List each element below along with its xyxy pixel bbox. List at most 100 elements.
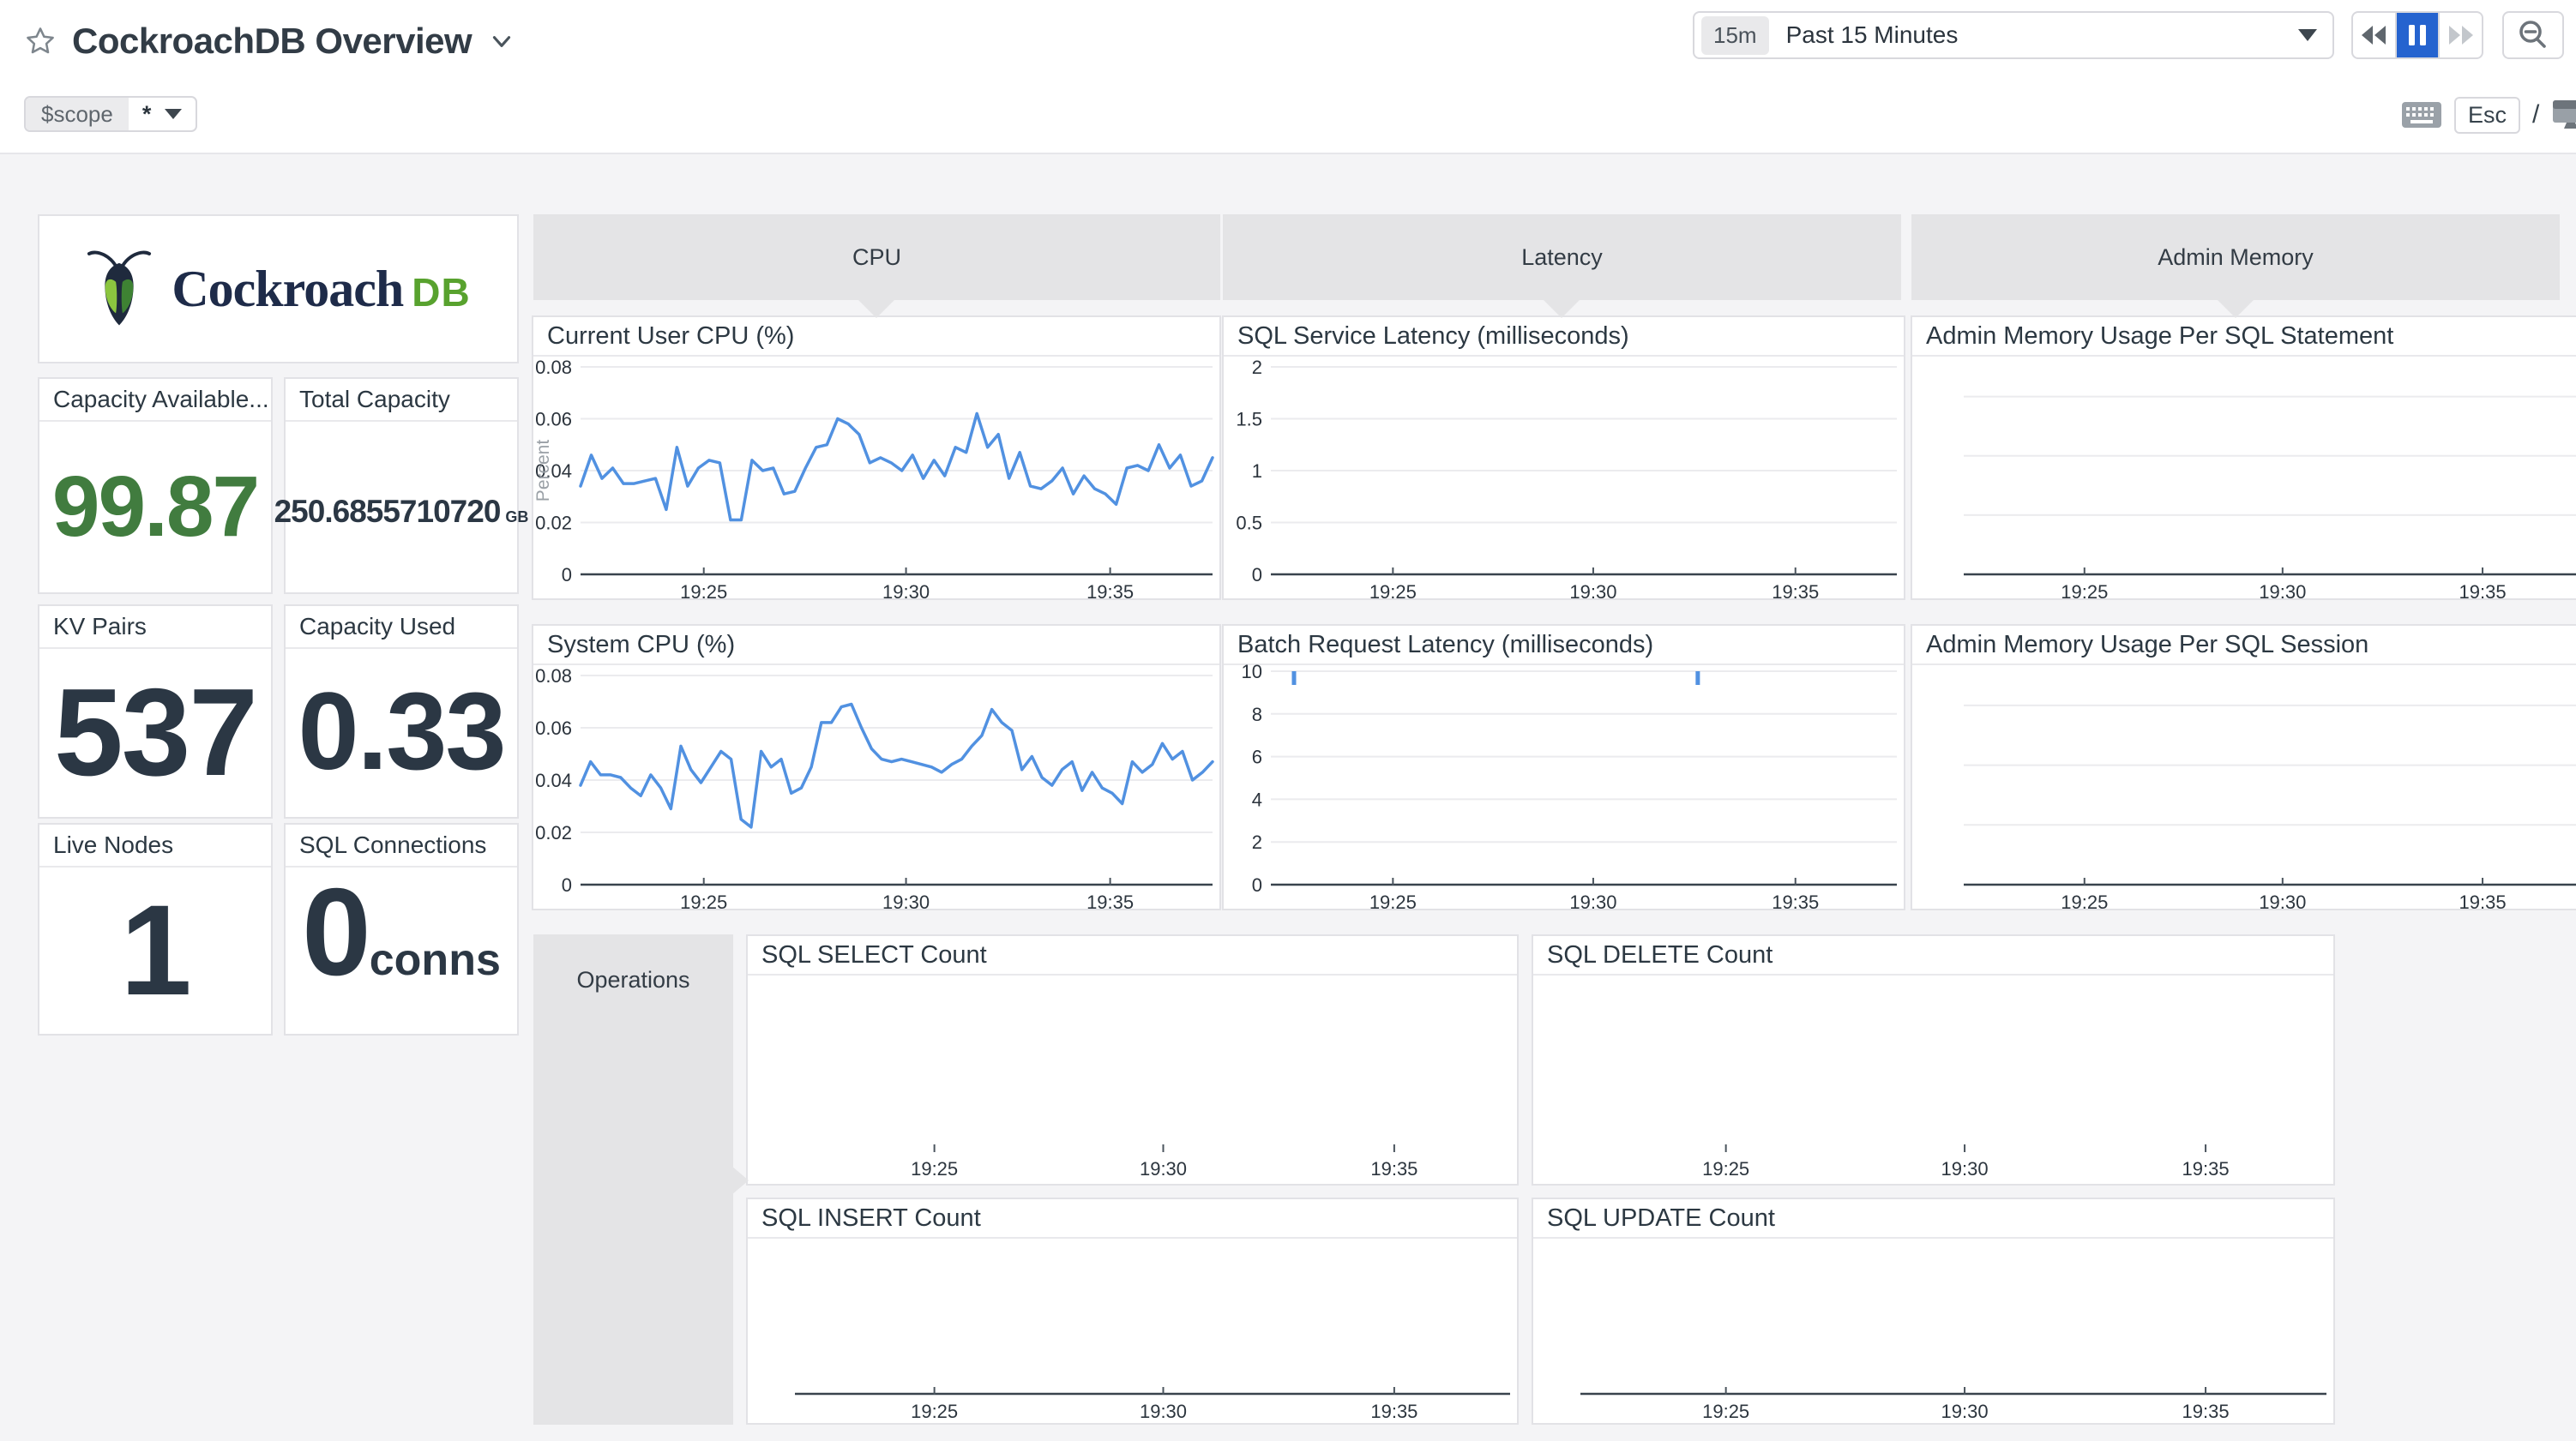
svg-text:2: 2 [1252,357,1262,378]
stat-card-capacity-used: Capacity Used 0.33 [284,604,519,819]
pause-button[interactable] [2396,13,2441,57]
stat-unit: GB [505,508,529,525]
svg-text:19:35: 19:35 [2459,581,2507,598]
chart-plot-sql-service-latency[interactable]: 2 1.5 1 0.5 0 19:25 19:30 19:35 [1224,355,1904,603]
chart-plot-admin-memory-statement[interactable]: 19:25 19:30 19:35 [1912,355,2576,603]
chart-title: SQL SELECT Count [748,936,1517,976]
scope-filter[interactable]: $scope * [24,96,198,132]
svg-text:19:25: 19:25 [680,892,727,909]
svg-text:0.02: 0.02 [535,513,572,534]
svg-text:19:30: 19:30 [1569,581,1616,598]
dropdown-caret-icon [2298,29,2317,41]
chart-card-batch-request-latency: Batch Request Latency (milliseconds) 10 8… [1222,624,1905,913]
playback-controls [2351,11,2483,59]
svg-text:4: 4 [1252,789,1262,810]
svg-text:19:30: 19:30 [1941,1158,1989,1180]
stat-card-live-nodes: Live Nodes 1 [38,823,273,1036]
svg-text:0: 0 [562,874,572,896]
svg-text:0: 0 [1252,564,1262,585]
chart-card-sql-insert-count: SQL INSERT Count 19:25 19:30 19:35 [746,1198,1519,1425]
group-header-operations[interactable]: Operations [533,934,733,1425]
stat-title: Live Nodes [39,825,271,868]
svg-text:19:25: 19:25 [911,1401,958,1422]
chart-title: Batch Request Latency (milliseconds) [1224,626,1904,665]
svg-text:0.04: 0.04 [535,770,572,791]
chart-title: System CPU (%) [533,626,1219,665]
svg-text:19:25: 19:25 [1369,581,1417,598]
esc-key-badge: Esc [2454,96,2521,134]
group-header-admin-memory[interactable]: Admin Memory [1911,214,2560,300]
star-icon[interactable] [24,25,57,57]
group-tail-cpu [858,299,895,318]
keyboard-icon[interactable] [2401,100,2442,129]
zoom-out-button[interactable] [2502,11,2564,59]
stat-title: KV Pairs [39,606,271,649]
svg-text:19:25: 19:25 [2061,581,2108,598]
slash-label: / [2532,100,2540,129]
svg-text:19:30: 19:30 [1140,1401,1187,1422]
chart-title: SQL INSERT Count [748,1199,1517,1239]
chart-plot-sql-delete-count[interactable]: 19:25 19:30 19:35 [1533,974,2333,1184]
chart-card-sql-select-count: SQL SELECT Count 19:25 19:30 19:35 [746,934,1519,1186]
chevron-down-icon[interactable] [487,27,516,56]
logo-brand-text: Cockroach [172,260,404,317]
svg-text:19:30: 19:30 [1140,1158,1187,1180]
scope-caret-icon [165,109,183,119]
svg-text:0.08: 0.08 [535,665,572,687]
group-header-latency[interactable]: Latency [1223,214,1901,300]
svg-text:19:30: 19:30 [1569,892,1616,909]
stat-title: Total Capacity [286,379,517,422]
stat-card-capacity-available: Capacity Available... 99.87 [38,377,273,594]
svg-text:19:35: 19:35 [2459,892,2507,909]
svg-text:0: 0 [1252,874,1262,896]
svg-text:19:35: 19:35 [1086,581,1134,598]
stat-value: 99.87 [51,458,260,555]
stat-value: 537 [54,662,258,802]
svg-text:0.04: 0.04 [535,460,572,482]
chart-plot-sql-select-count[interactable]: 19:25 19:30 19:35 [748,974,1517,1184]
chart-card-system-cpu: System CPU (%) 0.08 0.06 0.04 0.02 0 19:25 19:… [532,624,1221,913]
chart-card-sql-service-latency: SQL Service Latency (milliseconds) 2 1.5 1… [1222,315,1905,603]
svg-text:1: 1 [1252,460,1262,482]
stat-value: 250.6855710720 [274,494,502,529]
chart-plot-admin-memory-session[interactable]: 19:25 19:30 19:35 [1912,663,2576,913]
svg-text:19:25: 19:25 [2061,892,2108,909]
chart-plot-sql-insert-count[interactable]: 19:25 19:30 19:35 [748,1237,1517,1423]
group-header-cpu[interactable]: CPU [533,214,1220,300]
svg-text:2: 2 [1252,832,1262,853]
svg-text:19:35: 19:35 [1370,1158,1417,1180]
scope-filter-value: * [141,100,152,127]
svg-text:0.02: 0.02 [535,822,572,844]
forward-button[interactable] [2440,13,2482,57]
svg-text:19:30: 19:30 [882,892,930,909]
svg-text:0: 0 [562,564,572,585]
svg-text:10: 10 [1242,663,1262,682]
svg-text:19:35: 19:35 [1086,892,1134,909]
chart-plot-sql-update-count[interactable]: 19:25 19:30 19:35 [1533,1237,2333,1423]
group-label: Operations [576,967,690,993]
chart-plot-batch-request-latency[interactable]: 10 8 6 4 2 0 19:25 19:30 19:35 [1224,661,1904,913]
time-range-selector[interactable]: 15m Past 15 Minutes [1693,11,2334,59]
svg-text:0.08: 0.08 [535,357,572,378]
group-tail-operations [731,1166,749,1195]
chart-title: Admin Memory Usage Per SQL Statement [1912,317,2576,357]
chart-card-current-user-cpu: Current User CPU (%) 0.08 0.06 0.04 0.02 0 19… [532,315,1221,603]
group-label: Latency [1521,243,1603,270]
tv-mode-icon[interactable] [2551,99,2576,131]
rewind-button[interactable] [2353,13,2397,57]
chart-title: SQL DELETE Count [1533,936,2333,976]
titlebar: CockroachDB Overview [24,15,516,67]
chart-plot-system-cpu[interactable]: 0.08 0.06 0.04 0.02 0 19:25 19:30 19:35 [533,663,1219,913]
svg-text:0.06: 0.06 [535,409,572,430]
svg-text:19:35: 19:35 [1772,581,1819,598]
stat-unit: conns [369,935,501,985]
scope-filter-label: $scope [26,98,129,130]
chart-card-admin-memory-session: Admin Memory Usage Per SQL Session 19:25… [1911,624,2576,913]
svg-text:6: 6 [1252,747,1262,768]
chart-plot-current-user-cpu[interactable]: 0.08 0.06 0.04 0.02 0 19:25 19:30 19:35 Percent [533,355,1219,603]
svg-text:Percent: Percent [533,440,553,502]
chart-title: SQL UPDATE Count [1533,1199,2333,1239]
group-tail-latency [1543,299,1580,318]
svg-text:19:35: 19:35 [2182,1158,2230,1180]
svg-text:19:25: 19:25 [1702,1401,1749,1422]
